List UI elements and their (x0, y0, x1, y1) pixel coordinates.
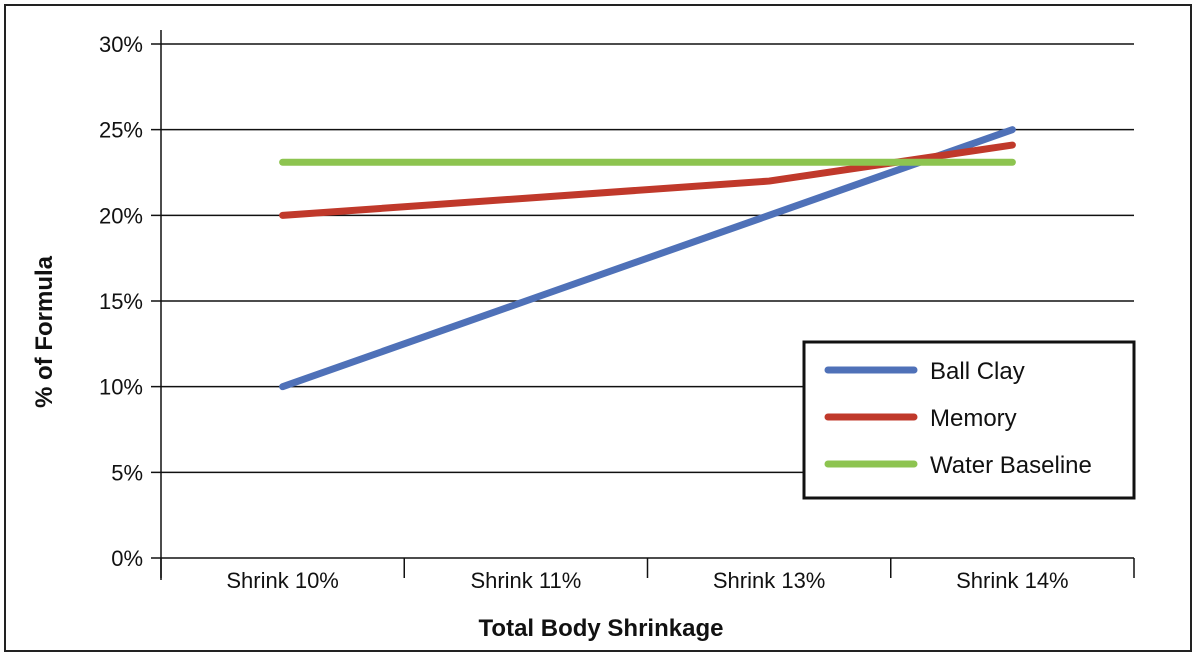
line-chart: 0% 5% 10% 15% 20% 25% 30% Shrink 10% Shrink 11%… (31, 30, 1136, 642)
x-axis-title: Total Body Shrinkage (479, 615, 724, 642)
x-tick-label: Shrink 10% (226, 568, 339, 593)
y-axis-title: % of Formula (31, 255, 58, 408)
chart-frame: 0% 5% 10% 15% 20% 25% 30% Shrink 10% Shrink 11%… (4, 4, 1192, 652)
y-tick-label: 10% (99, 375, 143, 400)
x-tick-label: Shrink 11% (470, 568, 581, 593)
y-tick-label: 30% (99, 32, 143, 57)
x-tick-labels: Shrink 10% Shrink 11% Shrink 13% Shrink 14% (226, 568, 1068, 593)
y-tick-labels: 0% 5% 10% 15% 20% 25% 30% (99, 32, 143, 571)
legend-label: Water Baseline (930, 452, 1092, 479)
axes (160, 30, 1135, 580)
legend: Ball Clay Memory Water Baseline (802, 340, 1136, 500)
legend-label: Ball Clay (930, 358, 1025, 385)
series-line-ball-clay (279, 126, 1016, 391)
y-tick-label: 0% (111, 546, 143, 571)
series-line-memory (279, 141, 1016, 219)
y-tick-label: 20% (99, 203, 143, 228)
y-tick-label: 15% (99, 289, 143, 314)
series-lines (279, 126, 1016, 391)
y-tick-label: 5% (111, 460, 143, 485)
y-tick-label: 25% (99, 118, 143, 143)
x-tick-label: Shrink 13% (713, 568, 826, 593)
x-tick-label: Shrink 14% (956, 568, 1069, 593)
legend-label: Memory (930, 405, 1017, 432)
